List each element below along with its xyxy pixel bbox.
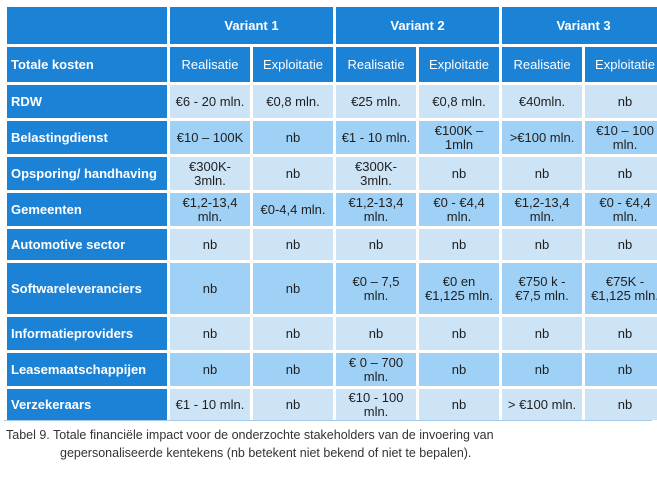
subheader-realisatie: Realisatie <box>336 47 417 82</box>
variant-header-row: Variant 1 Variant 2 Variant 3 <box>7 7 657 44</box>
table-cell: nb <box>253 121 334 154</box>
table-cell: nb <box>585 353 657 386</box>
table-cell: nb <box>585 317 657 350</box>
table-cell: €0-4,4 mln. <box>253 193 334 226</box>
subheader-exploitatie: Exploitatie <box>253 47 334 82</box>
row-label: Automotive sector <box>7 229 167 260</box>
caption-line-1: Tabel 9. Totale financiële impact voor d… <box>6 428 494 442</box>
table-cell: > €100 mln. <box>502 389 583 420</box>
table-cell: nb <box>419 353 500 386</box>
subheader-realisatie: Realisatie <box>502 47 583 82</box>
table-cell: nb <box>253 229 334 260</box>
table-cell: €300K-3mln. <box>336 157 417 190</box>
variant-2-header: Variant 2 <box>336 7 500 44</box>
table-cell: nb <box>419 389 500 420</box>
table-cell: €1,2-13,4 mln. <box>336 193 417 226</box>
table-cell: nb <box>502 229 583 260</box>
table-cell: €40mln. <box>502 85 583 118</box>
table-cell: nb <box>419 317 500 350</box>
table-cell: €1,2-13,4 mln. <box>502 193 583 226</box>
caption-line-2: gepersonaliseerde kentekens (nb betekent… <box>60 446 472 460</box>
table-cell: nb <box>419 157 500 190</box>
row-label: Leasemaatschappijen <box>7 353 167 386</box>
table-container: Variant 1 Variant 2 Variant 3 Totale kos… <box>4 4 657 423</box>
table-cell: €10 – 100K <box>170 121 250 154</box>
table-row: Leasemaatschappijen nb nb € 0 – 700 mln.… <box>7 353 657 386</box>
table-caption: Tabel 9. Totale financiële impact voor d… <box>6 426 646 462</box>
table-cell: €10 - 100 mln. <box>336 389 417 420</box>
row-label: Belastingdienst <box>7 121 167 154</box>
variant-3-header: Variant 3 <box>502 7 657 44</box>
table-row: Verzekeraars €1 - 10 mln. nb €10 - 100 m… <box>7 389 657 420</box>
table-cell: €100K – 1mln <box>419 121 500 154</box>
table-cell: nb <box>253 263 334 314</box>
row-label: Gemeenten <box>7 193 167 226</box>
table-cell: €10 – 100 mln. <box>585 121 657 154</box>
table-row: RDW €6 - 20 mln. €0,8 mln. €25 mln. €0,8… <box>7 85 657 118</box>
table-cell: €0,8 mln. <box>419 85 500 118</box>
table-cell: €300K-3mln. <box>170 157 250 190</box>
table-cell: nb <box>170 263 250 314</box>
table-cell: € 0 – 700 mln. <box>336 353 417 386</box>
table-row: Automotive sector nb nb nb nb nb nb <box>7 229 657 260</box>
table-cell: €6 - 20 mln. <box>170 85 250 118</box>
table-cell: €1,2-13,4 mln. <box>170 193 250 226</box>
table-cell: €0 - €4,4 mln. <box>585 193 657 226</box>
table-cell: €750 k - €7,5 mln. <box>502 263 583 314</box>
row-label: Verzekeraars <box>7 389 167 420</box>
variant-1-header: Variant 1 <box>170 7 334 44</box>
table-cell: nb <box>502 353 583 386</box>
row-label: Informatieproviders <box>7 317 167 350</box>
table-cell: €75K - €1,125 mln. <box>585 263 657 314</box>
table-row: Softwareleveranciers nb nb €0 – 7,5 mln.… <box>7 263 657 314</box>
table-cell: €0,8 mln. <box>253 85 334 118</box>
totale-kosten-header: Totale kosten <box>7 47 167 82</box>
table-row: Belastingdienst €10 – 100K nb €1 - 10 ml… <box>7 121 657 154</box>
cost-table: Variant 1 Variant 2 Variant 3 Totale kos… <box>4 4 657 423</box>
table-row: Opsporing/ handhaving €300K-3mln. nb €30… <box>7 157 657 190</box>
row-label: RDW <box>7 85 167 118</box>
table-cell: nb <box>585 229 657 260</box>
table-cell: nb <box>585 85 657 118</box>
table-cell: nb <box>336 229 417 260</box>
table-bottom-divider <box>4 420 652 421</box>
table-cell: nb <box>253 157 334 190</box>
table-cell: nb <box>170 353 250 386</box>
subheader-exploitatie: Exploitatie <box>419 47 500 82</box>
corner-cell <box>7 7 167 44</box>
table-cell: nb <box>585 389 657 420</box>
table-cell: €1 - 10 mln. <box>336 121 417 154</box>
table-cell: €1 - 10 mln. <box>170 389 250 420</box>
table-cell: nb <box>253 389 334 420</box>
table-cell: >€100 mln. <box>502 121 583 154</box>
table-cell: nb <box>170 317 250 350</box>
table-cell: €25 mln. <box>336 85 417 118</box>
subheader-row: Totale kosten Realisatie Exploitatie Rea… <box>7 47 657 82</box>
table-row: Gemeenten €1,2-13,4 mln. €0-4,4 mln. €1,… <box>7 193 657 226</box>
table-cell: €0 en €1,125 mln. <box>419 263 500 314</box>
subheader-exploitatie: Exploitatie <box>585 47 657 82</box>
row-label: Softwareleveranciers <box>7 263 167 314</box>
table-cell: nb <box>253 353 334 386</box>
subheader-realisatie: Realisatie <box>170 47 250 82</box>
row-label: Opsporing/ handhaving <box>7 157 167 190</box>
table-cell: nb <box>253 317 334 350</box>
table-cell: nb <box>585 157 657 190</box>
table-cell: nb <box>502 157 583 190</box>
table-cell: nb <box>336 317 417 350</box>
table-cell: nb <box>502 317 583 350</box>
table-cell: €0 - €4,4 mln. <box>419 193 500 226</box>
table-cell: nb <box>419 229 500 260</box>
table-row: Informatieproviders nb nb nb nb nb nb <box>7 317 657 350</box>
table-cell: nb <box>170 229 250 260</box>
table-cell: €0 – 7,5 mln. <box>336 263 417 314</box>
